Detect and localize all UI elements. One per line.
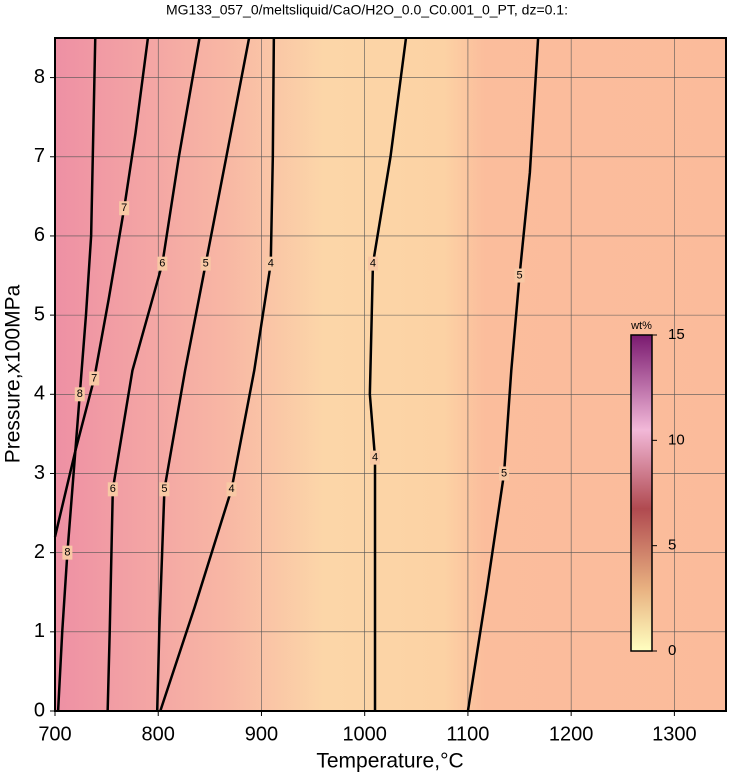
y-tick-label: 6 (34, 224, 45, 246)
plot-frame (54, 37, 727, 712)
x-tick-label: 1100 (446, 723, 489, 745)
contour-label-bg (370, 450, 381, 465)
contour-label-bg (119, 201, 130, 216)
contour-label: 5 (501, 467, 507, 479)
x-tick-label: 700 (38, 723, 71, 745)
contour-label: 8 (77, 388, 83, 400)
contour-label: 7 (91, 372, 97, 384)
contour-label-bg (200, 256, 211, 271)
x-tick-label: 800 (142, 723, 175, 745)
y-tick-label: 1 (34, 620, 45, 642)
y-tick-label: 7 (34, 145, 45, 167)
x-tick-label: 1200 (549, 723, 594, 745)
contour-label-bg (499, 466, 510, 481)
contour-label: 4 (228, 483, 234, 495)
contour-label: 5 (161, 483, 167, 495)
y-tick-label: 2 (34, 541, 45, 563)
y-tick-label: 0 (34, 699, 45, 721)
colorbar-tick-label: 5 (668, 537, 676, 554)
contour-label-bg (62, 545, 73, 560)
x-tick-label: 900 (245, 723, 278, 745)
contour-label: 5 (203, 258, 209, 270)
contour-line (466, 37, 540, 712)
chart-title: MG133_057_0/meltsliquid/CaO/H2O_0.0_C0.0… (166, 2, 568, 18)
y-tick-label: 5 (34, 303, 45, 325)
colorbar-label: wt% (630, 320, 652, 332)
y-tick-label: 8 (34, 66, 45, 88)
colorbar-tick-label: 15 (668, 326, 685, 343)
contour-line (56, 37, 97, 712)
contour-label: 8 (64, 547, 70, 559)
contour-label-bg (157, 256, 168, 271)
contour-label-bg (159, 482, 170, 497)
contour-label-bg (107, 482, 118, 497)
colorbar-tick-label: 0 (668, 642, 676, 659)
y-tick-label: 3 (34, 462, 45, 484)
x-axis-label: Temperature,°C (316, 750, 463, 773)
contour-line (155, 37, 251, 712)
contour-label-bg (514, 268, 525, 283)
x-tick-label: 1300 (652, 723, 697, 745)
contour-label: 4 (268, 258, 274, 270)
contour-line (53, 37, 150, 538)
colorbar-tick-label: 10 (668, 431, 685, 448)
colorbar (630, 334, 653, 652)
contour-line (106, 37, 201, 712)
contour-label: 7 (121, 202, 127, 214)
y-tick-label: 4 (34, 383, 45, 405)
y-axis-label: Pressure,x100MPa (2, 284, 25, 463)
contour-line (368, 37, 408, 711)
contour-field (55, 38, 726, 711)
contour-label-bg (226, 482, 237, 497)
contour-label: 6 (159, 258, 165, 270)
contour-label: 6 (110, 483, 116, 495)
contour-label-bg (89, 371, 100, 386)
contour-line (159, 37, 276, 712)
x-tick-label: 1000 (342, 723, 387, 745)
contour-label-bg (367, 256, 378, 271)
contour-label-bg (74, 387, 85, 402)
contour-label-bg (265, 256, 276, 271)
contour-label: 4 (372, 452, 378, 464)
contour-label: 5 (516, 269, 522, 281)
contour-label: 4 (370, 258, 376, 270)
